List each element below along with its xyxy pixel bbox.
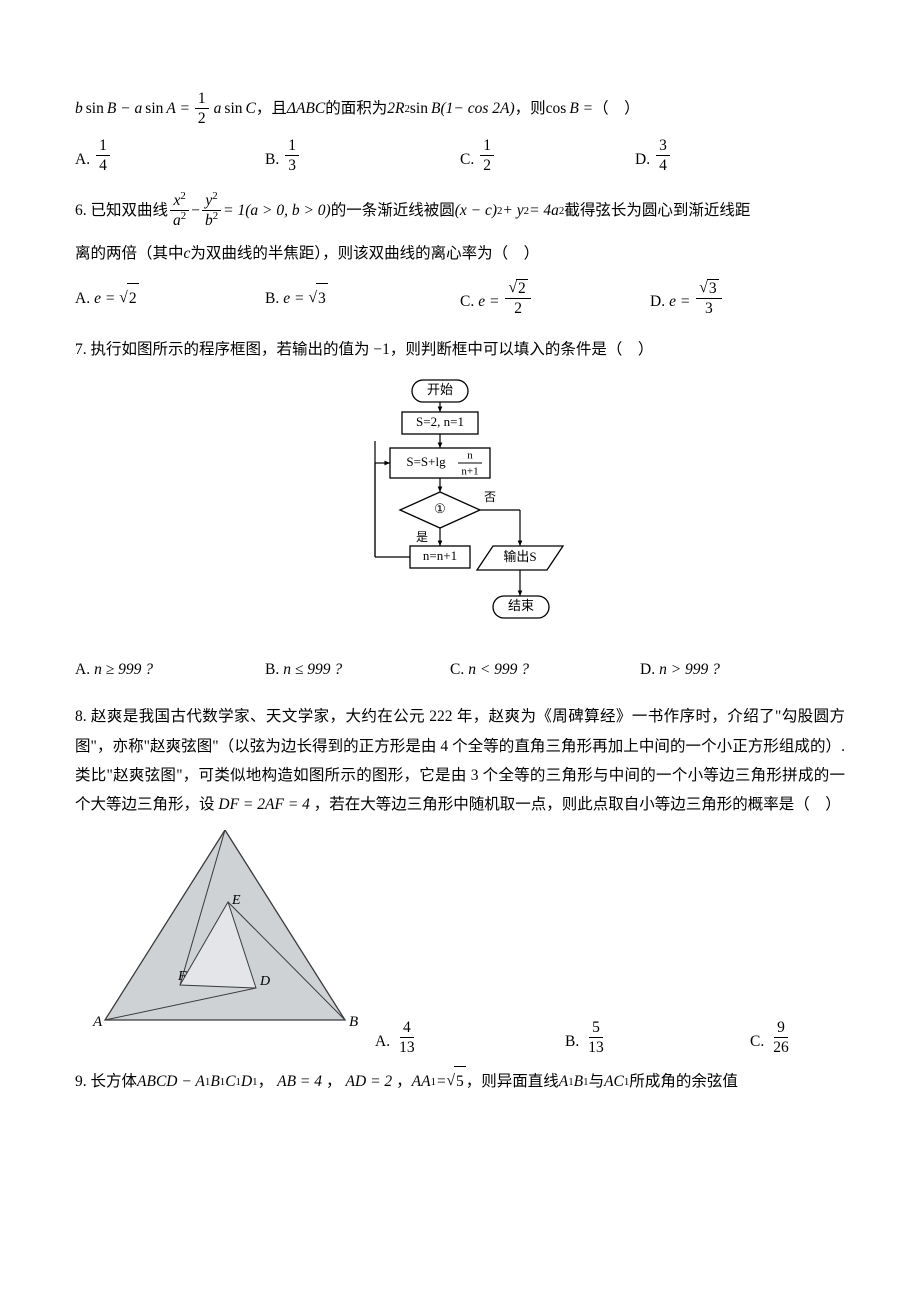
svg-text:结束: 结束 <box>508 598 534 613</box>
sqrt5: √5 <box>447 1066 466 1096</box>
option: B. e = √3 <box>265 283 460 313</box>
option: D. n > 999 ? <box>640 655 790 684</box>
svg-text:A: A <box>92 1014 103 1030</box>
svg-text:是: 是 <box>416 530 428 544</box>
q8-triangle-figure: A B C D E F <box>75 830 375 1050</box>
q7-flowchart: 开始 S=2, n=1 S=S+lg n n+1 ① 否输出S 是 n=n+1 结束 <box>75 374 845 644</box>
option: C. n < 999 ? <box>450 655 640 684</box>
svg-text:S=S+lg: S=S+lg <box>406 454 446 469</box>
q8-stem: 8. 赵爽是我国古代数学家、天文学家，大约在公元 222 年，赵爽为《周碑算经》… <box>75 702 845 820</box>
svg-text:n: n <box>467 450 473 462</box>
option: B. 513 <box>565 1019 750 1056</box>
q6-stem-line2: 离的两倍（其中c为双曲线的半焦距），则该双曲线的离心率为（ ） <box>75 239 845 268</box>
option: A. 413 <box>375 1019 565 1056</box>
svg-text:S=2, n=1: S=2, n=1 <box>416 414 464 429</box>
svg-text:B: B <box>349 1014 358 1030</box>
q9-stem: 9. 长方体 ABCD − A1 B1 C1 D1 ， AB = 4 ， AD … <box>75 1066 845 1096</box>
q5-options: A.14B.13C.12D.34 <box>75 137 845 174</box>
svg-text:F: F <box>177 969 187 984</box>
option: B. n ≤ 999 ? <box>265 655 450 684</box>
svg-text:①: ① <box>434 501 446 516</box>
option: C.12 <box>460 137 635 174</box>
option: A. n ≥ 999 ? <box>75 655 265 684</box>
option: D. e = √33 <box>650 279 800 317</box>
svg-text:n=n+1: n=n+1 <box>423 548 457 563</box>
q7-stem: 7. 执行如图所示的程序框图，若输出的值为 −1，则判断框中可以填入的条件是（ … <box>75 335 845 364</box>
option: D.34 <box>635 137 785 174</box>
svg-text:输出S: 输出S <box>503 549 536 564</box>
frac-y2b2: y2 b2 <box>202 192 221 229</box>
q6-stem: 6. 已知双曲线 x2 a2 − y2 b2 = 1(a > 0, b > 0)… <box>75 192 845 229</box>
option: C. e = √22 <box>460 279 650 317</box>
svg-text:D: D <box>259 974 270 989</box>
option: B.13 <box>265 137 460 174</box>
q8-figure-row: A B C D E F A. 413B. 513C. 926D. 326 <box>75 830 845 1056</box>
q5-stem: b sin B − a sin A = 1 2 a sin C ，且 ΔABC … <box>75 90 845 127</box>
svg-text:E: E <box>231 893 241 908</box>
option: C. 926 <box>750 1019 920 1056</box>
q7-options: A. n ≥ 999 ?B. n ≤ 999 ?C. n < 999 ?D. n… <box>75 655 845 684</box>
q6-options: A. e = √2B. e = √3C. e = √22D. e = √33 <box>75 279 845 317</box>
q8-options: A. 413B. 513C. 926D. 326 <box>375 1019 920 1056</box>
frac-x2a2: x2 a2 <box>170 192 189 229</box>
frac-half: 1 2 <box>195 90 209 127</box>
option: A.14 <box>75 137 265 174</box>
svg-text:n+1: n+1 <box>461 466 478 478</box>
svg-text:否: 否 <box>484 490 496 504</box>
option: A. e = √2 <box>75 283 265 313</box>
svg-text:开始: 开始 <box>427 382 453 397</box>
